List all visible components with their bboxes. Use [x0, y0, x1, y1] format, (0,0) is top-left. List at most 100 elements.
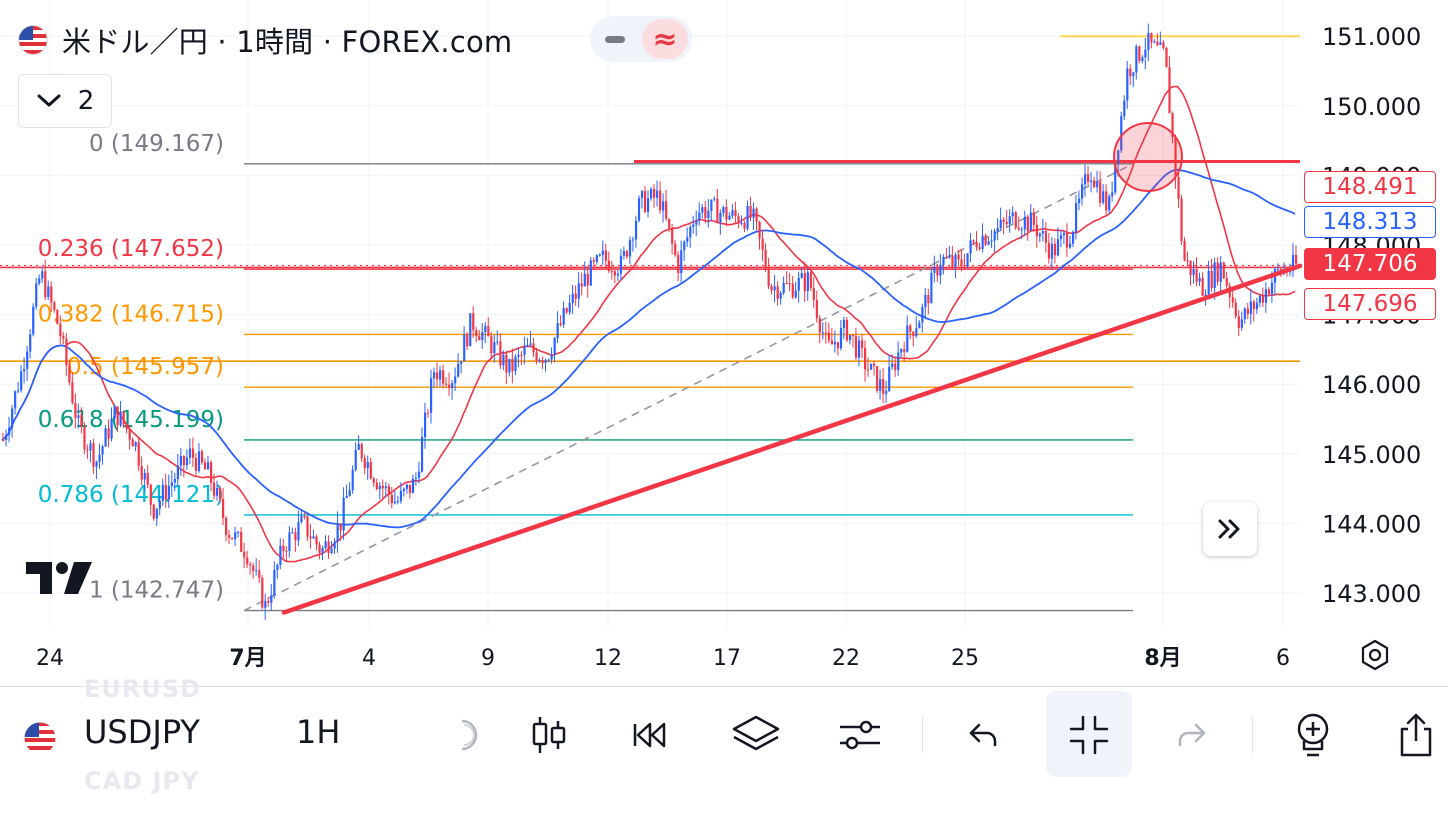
candle-body	[1120, 116, 1123, 151]
candle-body	[794, 290, 797, 298]
candle-body	[1005, 221, 1008, 225]
candle-body	[68, 365, 71, 383]
chart-settings-icon[interactable]	[1358, 638, 1392, 676]
candle-body	[261, 577, 264, 608]
candle-body	[637, 198, 641, 221]
candle-body	[246, 557, 249, 565]
candle-body	[1020, 229, 1023, 231]
candle-body	[767, 268, 770, 287]
candle-body	[589, 260, 592, 286]
candle-body	[378, 485, 381, 490]
scroll-to-realtime-button[interactable]	[1203, 502, 1257, 556]
candle-body	[1192, 269, 1195, 276]
candle-body	[945, 257, 948, 259]
candle-body	[1002, 219, 1005, 222]
collapse-icon[interactable]	[1059, 705, 1119, 765]
candle-body	[41, 271, 44, 279]
candle-body	[200, 451, 204, 463]
undo-icon[interactable]	[953, 705, 1013, 765]
time-tick-label: 24	[36, 646, 64, 671]
candle-body	[607, 260, 611, 272]
candle-body	[517, 354, 520, 357]
candle-body	[885, 390, 888, 394]
candle-body	[8, 427, 11, 435]
share-icon[interactable]	[1386, 705, 1446, 765]
candle-body	[933, 267, 936, 273]
chart-title-bar[interactable]: 米ドル／円 · 1時間 · FOREX.com	[18, 18, 512, 62]
candle-body	[1294, 255, 1298, 264]
candle-body	[5, 434, 8, 441]
candle-body	[646, 198, 650, 212]
partial-icon[interactable]	[430, 705, 490, 765]
candle-body	[1044, 231, 1048, 243]
candle-body	[17, 390, 20, 392]
moving-averages	[1, 85, 1296, 563]
replay-icon[interactable]	[620, 705, 680, 765]
approx-button[interactable]: ≈	[642, 19, 688, 59]
chart-title: 米ドル／円 · 1時間 · FOREX.com	[62, 25, 513, 59]
fib-level-label: 0.618 (145.199)	[38, 407, 224, 433]
candle-body	[1150, 32, 1153, 43]
layers-icon[interactable]	[726, 705, 786, 765]
candle-body	[249, 564, 252, 566]
toolbar-divider	[922, 717, 923, 753]
candle-body	[758, 221, 761, 239]
candle-body	[963, 265, 966, 267]
candle-body	[330, 548, 333, 554]
time-axis[interactable]: 24 7月 4 9 12 17 22 25 8月 6	[36, 646, 1290, 671]
interval-button[interactable]: 1H	[296, 713, 341, 751]
candle-body	[972, 240, 975, 242]
candle-body	[312, 536, 315, 539]
candle-body	[1153, 41, 1156, 43]
candle-body	[815, 300, 818, 319]
candle-body	[1065, 233, 1069, 248]
legend-toggle-button[interactable]: 2	[18, 74, 112, 128]
candle-body	[390, 494, 393, 504]
candle-body	[927, 294, 930, 304]
candles-icon[interactable]	[519, 705, 579, 765]
candle-body	[285, 550, 288, 552]
price-chart[interactable]: 0 (149.167) 0.236 (147.652) 0.382 (146.715…	[0, 0, 1448, 686]
candle-body	[683, 241, 686, 251]
candle-body	[764, 249, 767, 269]
redo-icon[interactable]	[1162, 705, 1222, 765]
candle-body	[490, 336, 493, 354]
candle-body	[1126, 68, 1129, 101]
candle-body	[1177, 177, 1180, 199]
candle-body	[1071, 231, 1075, 244]
candle-body	[656, 190, 659, 198]
candle-body	[1156, 41, 1159, 45]
candle-body	[170, 482, 173, 486]
candle-body	[725, 207, 728, 220]
candle-body	[909, 325, 912, 332]
candle-body	[1198, 277, 1201, 282]
candle-body	[92, 443, 95, 467]
candle-body	[960, 259, 963, 266]
candle-body	[366, 462, 369, 469]
candle-body	[1252, 301, 1255, 310]
candle-body	[101, 446, 104, 455]
candle-body	[393, 501, 397, 504]
candle-body	[1087, 174, 1090, 183]
candle-body	[354, 449, 357, 470]
candle-body	[547, 359, 550, 361]
symbol-button[interactable]: USDJPY	[84, 713, 200, 751]
candle-body	[845, 319, 849, 341]
candle-body	[231, 537, 234, 540]
candle-body	[23, 368, 26, 372]
candle-body	[1032, 212, 1035, 225]
candle-body	[276, 564, 279, 571]
alert-add-icon[interactable]	[1283, 705, 1343, 765]
candle-body	[770, 286, 773, 291]
candle-body	[252, 565, 255, 571]
indicators-icon[interactable]	[830, 705, 890, 765]
overlays	[281, 122, 1303, 615]
candle-body	[689, 226, 692, 238]
candle-body	[1017, 227, 1020, 230]
candle-body	[191, 448, 195, 458]
candle-body	[556, 323, 559, 339]
candle-body	[1168, 67, 1171, 114]
candle-body	[559, 323, 562, 325]
minimize-button[interactable]	[590, 16, 640, 62]
candle-body	[110, 418, 113, 439]
